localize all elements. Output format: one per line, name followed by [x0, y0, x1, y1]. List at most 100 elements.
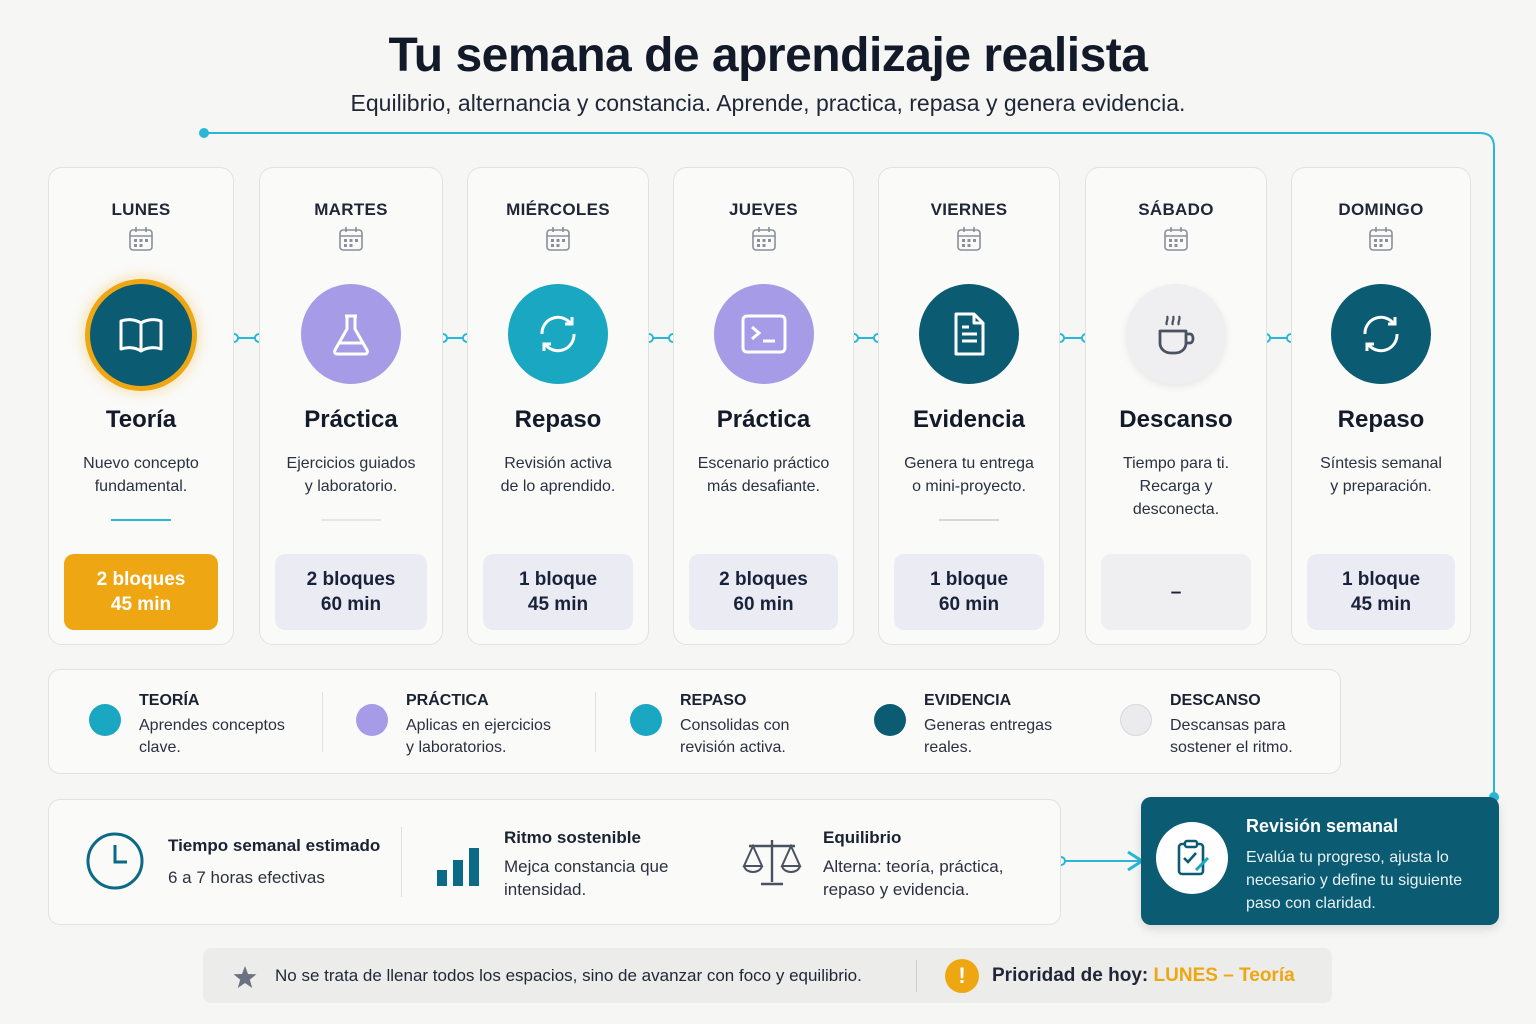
legend-title: EVIDENCIA: [924, 692, 1012, 709]
calendar-icon: [546, 227, 570, 251]
calendar-icon: [957, 227, 981, 251]
weekly-time-title: Tiempo semanal estimado: [168, 836, 381, 855]
legend-desc: Aplicas en ejercicios y laboratorios.: [406, 717, 551, 756]
legend-title: DESCANSO: [1170, 692, 1261, 709]
bar-chart-icon: [437, 848, 479, 886]
coffee-icon: [1158, 315, 1195, 355]
time-pill: 1 bloque 60 min: [894, 554, 1044, 630]
flask-icon: [333, 314, 369, 356]
legend-desc: Descansas para sostener el ritmo.: [1170, 717, 1293, 756]
day-card-lunes[interactable]: LUNES Teoría Nuevo concepto fundamental. …: [48, 167, 234, 645]
legend-title: PRÁCTICA: [406, 692, 489, 709]
priority-value: LUNES – Teoría: [1153, 965, 1295, 986]
divider: [322, 692, 323, 752]
legend-desc: Aprendes conceptos clave.: [139, 717, 285, 756]
calendar-icon: [339, 227, 363, 251]
day-name: MARTES: [314, 200, 388, 219]
day-name: VIERNES: [930, 200, 1008, 219]
legend-dot: [874, 704, 906, 736]
day-name: LUNES: [111, 200, 171, 219]
day-card-jueves[interactable]: JUEVES Práctica Escenario práctico más de…: [673, 167, 854, 645]
activity-title: Descanso: [1119, 406, 1233, 433]
activity-circle: [1331, 284, 1431, 384]
legend: TEORÍA Aprendes conceptos clave. PRÁCTICA…: [48, 669, 1341, 774]
time-pill: 2 bloques 60 min: [275, 554, 427, 630]
activity-title: Repaso: [514, 406, 602, 433]
legend-dot: [356, 704, 388, 736]
activity-title: Evidencia: [912, 406, 1026, 433]
review-title: Revisión semanal: [1246, 816, 1399, 836]
rhythm-desc: Mejca constancia que intensidad.: [504, 857, 669, 899]
today-priority: Prioridad de hoy: LUNES – Teoría: [992, 965, 1295, 986]
divider: [595, 692, 596, 752]
weekly-review-card[interactable]: Revisión semanal Evalúa tu progreso, aju…: [1141, 797, 1499, 925]
time-pill: 2 bloques 60 min: [689, 554, 838, 630]
clock-icon: [86, 832, 144, 890]
activity-title: Práctica: [716, 406, 811, 433]
warning-icon: !: [945, 959, 979, 993]
divider: [401, 827, 402, 897]
balance-desc: Alterna: teoría, práctica, repaso y evide…: [823, 857, 1004, 899]
time-pill: –: [1101, 554, 1251, 630]
activity-circle: [508, 284, 608, 384]
clipboard-icon: [1156, 822, 1228, 894]
time-pill: 1 bloque 45 min: [483, 554, 633, 630]
legend-desc: Consolidas con revisión activa.: [680, 717, 790, 756]
review-desc: Evalúa tu progreso, ajusta lo necesario …: [1246, 849, 1463, 912]
activity-title: Práctica: [304, 406, 398, 433]
activity-desc: Tiempo para ti. Recarga y desconecta.: [1122, 455, 1230, 518]
book-icon: [119, 318, 163, 353]
divider: [111, 519, 171, 521]
stats-panel: Tiempo semanal estimado 6 a 7 horas efec…: [48, 799, 1061, 925]
refresh-icon: [540, 315, 576, 353]
activity-desc: Escenario práctico más desafiante.: [697, 455, 830, 495]
legend-dot: [89, 704, 121, 736]
activity-desc: Genera tu entrega o mini-proyecto.: [904, 455, 1034, 495]
page-title: Tu semana de aprendizaje realista: [388, 29, 1148, 82]
day-card-domingo[interactable]: DOMINGO Repaso Síntesis semanal y prepara…: [1291, 167, 1471, 645]
day-name: SÁBADO: [1138, 200, 1214, 219]
activity-title: Repaso: [1337, 406, 1425, 433]
time-pill: 1 bloque 45 min: [1307, 554, 1455, 630]
day-card-viernes[interactable]: VIERNES Evidencia Genera tu entrega o min…: [878, 167, 1060, 645]
activity-circle: [301, 284, 401, 384]
day-name: JUEVES: [729, 200, 798, 219]
legend-dot: [630, 704, 662, 736]
divider: [939, 519, 999, 521]
day-card-miercoles[interactable]: MIÉRCOLES Repaso Revisión activa de lo ap…: [467, 167, 649, 645]
legend-title: REPASO: [680, 692, 747, 709]
weekly-time-value: 6 a 7 horas efectivas: [168, 868, 325, 887]
calendar-icon: [751, 227, 776, 251]
balance-scale-icon: [742, 840, 802, 886]
footer-bar: No se trata de llenar todos los espacios…: [203, 948, 1332, 1003]
activity-desc: Síntesis semanal y preparación.: [1320, 455, 1442, 495]
activity-desc: Revisión activa de lo aprendido.: [500, 455, 616, 495]
rhythm-title: Ritmo sostenible: [504, 828, 641, 847]
activity-circle: [919, 284, 1019, 384]
legend-desc: Generas entregas reales.: [924, 717, 1053, 756]
terminal-icon: [741, 314, 786, 354]
activity-title: Teoría: [105, 406, 177, 433]
activity-circle: [1126, 284, 1226, 384]
activity-desc: Ejercicios guiados y laboratorio.: [286, 455, 416, 495]
activity-circle: [713, 284, 814, 384]
activity-desc: Nuevo concepto fundamental.: [83, 455, 199, 495]
time-pill: 2 bloques 45 min: [64, 554, 218, 630]
activity-circle: [90, 284, 192, 386]
day-card-sabado[interactable]: SÁBADO Descanso Tiempo para ti. Recarga y…: [1085, 167, 1267, 645]
divider: [916, 960, 917, 992]
document-icon: [954, 312, 985, 356]
calendar-icon: [129, 227, 153, 251]
calendar-icon: [1369, 227, 1393, 251]
divider: [321, 519, 381, 521]
page-subtitle: Equilibrio, alternancia y constancia. Ap…: [350, 90, 1186, 116]
day-card-martes[interactable]: MARTES Práctica Ejercicios guiados y labo…: [259, 167, 443, 645]
legend-dot: [1120, 704, 1152, 736]
footer-note: No se trata de llenar todos los espacios…: [275, 966, 862, 985]
star-icon: [233, 966, 257, 988]
day-name: DOMINGO: [1338, 200, 1424, 219]
refresh-icon: [1363, 315, 1399, 353]
day-name: MIÉRCOLES: [506, 200, 610, 219]
legend-title: TEORÍA: [139, 692, 200, 709]
calendar-icon: [1164, 227, 1188, 251]
